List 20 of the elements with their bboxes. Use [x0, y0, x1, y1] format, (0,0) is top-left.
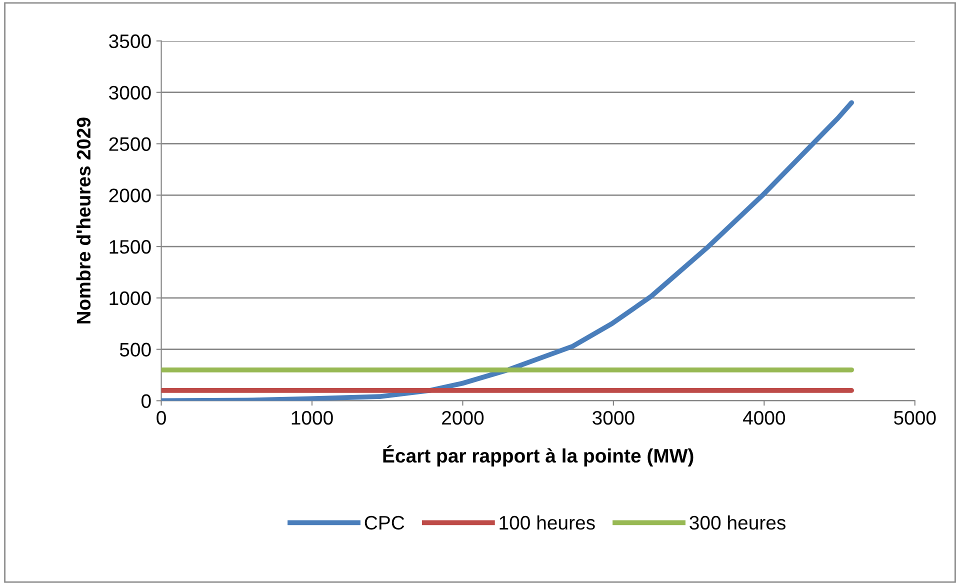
- y-tick-label: 500: [120, 342, 151, 357]
- y-tick-label: 3500: [109, 34, 151, 48]
- legend-label: 100 heures: [500, 515, 595, 530]
- legend-label: CPC: [364, 516, 404, 530]
- y-tick-label: 2000: [109, 188, 151, 202]
- x-tick-label: 5000: [894, 410, 936, 425]
- y-tick-label: 1000: [110, 291, 151, 306]
- y-axis-title: Nombre d'heures 2029: [76, 118, 91, 324]
- y-tick-label: 2500: [109, 137, 151, 151]
- x-tick-label: 4000: [742, 410, 786, 425]
- y-tick-label: 3000: [109, 86, 151, 100]
- legend-label: 300 heures: [690, 515, 786, 530]
- x-tick-label: 0: [156, 410, 166, 425]
- line-series: [161, 100, 854, 401]
- x-tick-label: 2000: [442, 410, 484, 425]
- y-tick-label: 0: [142, 394, 151, 408]
- y-tick-label: 1500: [110, 240, 151, 254]
- x-tick-label: 1000: [292, 410, 333, 425]
- x-axis-title: Écart par rapport à la pointe (MW): [383, 445, 694, 467]
- x-tick-label: 3000: [592, 410, 634, 425]
